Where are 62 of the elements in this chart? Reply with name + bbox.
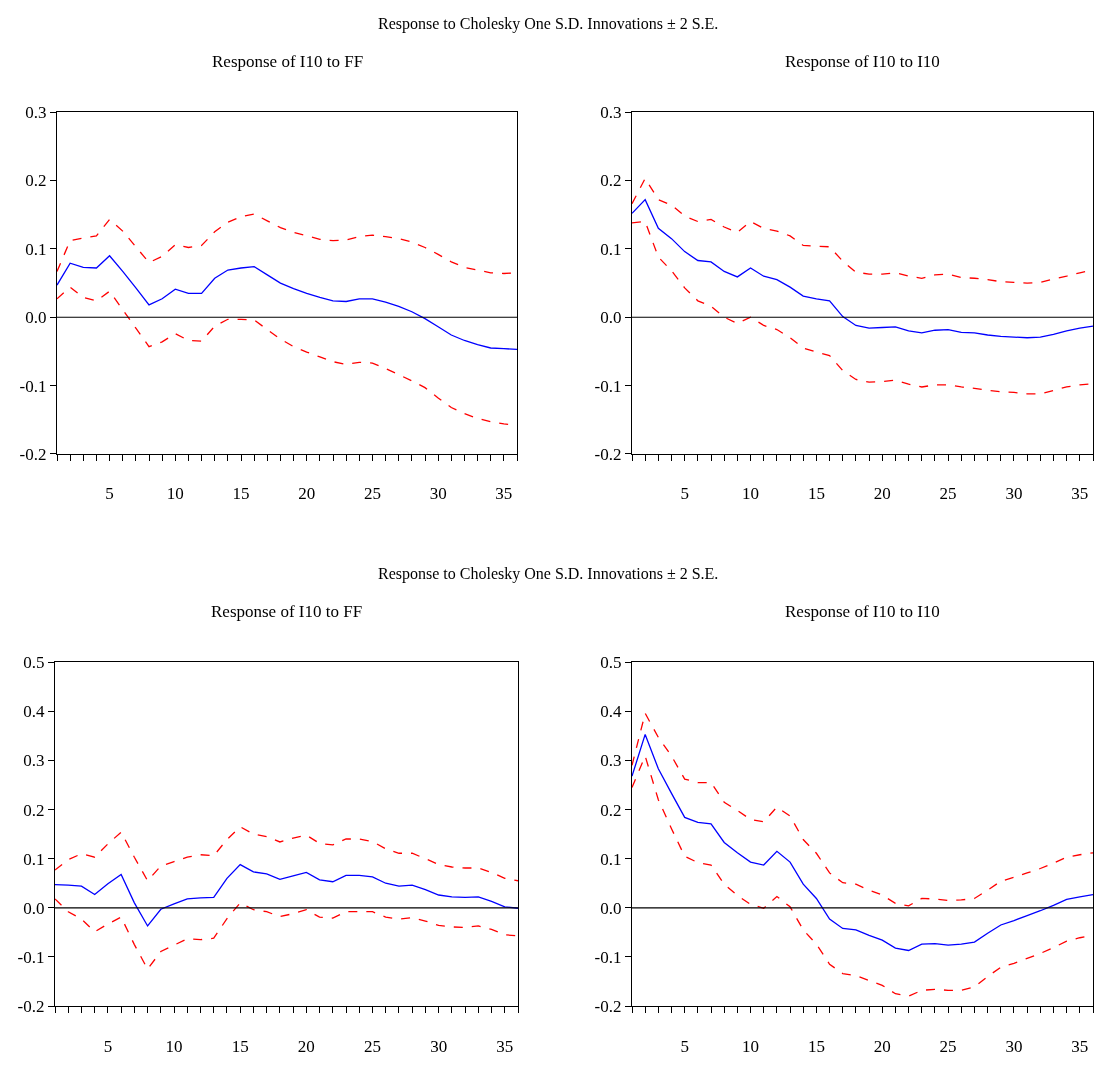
y-tick-label: -0.2 [19, 444, 47, 464]
x-tick-label: 5 [680, 484, 689, 504]
x-tick-label: 35 [496, 1036, 514, 1056]
y-tick-label: 0.3 [600, 751, 622, 771]
y-tick-label: 0.1 [600, 849, 622, 869]
x-tick-label: 10 [166, 484, 184, 504]
x-tick-label: 30 [1005, 484, 1023, 504]
y-tick-label: -0.1 [594, 376, 622, 396]
chart-title: Response of I10 to I10 [785, 52, 940, 71]
text: Response to Cholesky One S.D. Innovations ± 2 S.E. [378, 15, 719, 33]
x-tick-label: 10 [742, 484, 760, 504]
x-tick-label: 15 [231, 1036, 249, 1056]
y-tick-label: 0.3 [600, 103, 622, 123]
y-tick-label: 0.4 [23, 702, 45, 722]
x-tick-label: 25 [939, 1036, 957, 1056]
y-tick-label: 0.0 [600, 308, 622, 328]
x-tick-label: 10 [165, 1036, 183, 1056]
x-tick-label: 15 [807, 1036, 825, 1056]
y-tick-label: 0.5 [600, 653, 622, 673]
x-tick-label: 35 [1071, 484, 1089, 504]
y-tick-label: 0.0 [25, 308, 47, 328]
y-tick-label: 0.5 [23, 653, 45, 673]
x-tick-label: 30 [1005, 1036, 1023, 1056]
x-tick-label: 10 [742, 1036, 760, 1056]
x-tick-label: 20 [873, 484, 891, 504]
x-tick-label: 5 [105, 484, 114, 504]
x-tick-label: 35 [1071, 1036, 1089, 1056]
x-tick-label: 30 [430, 1036, 448, 1056]
chart-title: Response of I10 to FF [212, 52, 364, 71]
y-tick-label: 0.2 [25, 171, 47, 191]
y-tick-label: -0.2 [17, 996, 45, 1016]
y-tick-label: -0.2 [594, 996, 622, 1016]
x-tick-label: 25 [363, 484, 381, 504]
x-tick-label: 5 [103, 1036, 113, 1056]
y-tick-label: 0.2 [600, 171, 622, 191]
x-tick-label: 20 [297, 1036, 315, 1056]
y-tick-label: 0.3 [25, 103, 47, 123]
x-tick-label: 25 [363, 1036, 381, 1056]
y-tick-label: 0.2 [23, 800, 45, 820]
chart-title: Response of I10 to I10 [785, 602, 940, 621]
y-tick-label: 0.0 [23, 898, 45, 918]
x-tick-label: 30 [429, 484, 447, 504]
y-tick-label: 0.1 [600, 239, 622, 259]
y-tick-label: 0.1 [25, 239, 47, 259]
x-tick-label: 15 [232, 484, 250, 504]
y-tick-label: 0.1 [23, 849, 45, 869]
y-tick-label: -0.1 [594, 947, 622, 967]
x-tick-label: 15 [807, 484, 825, 504]
text: Response to Cholesky One S.D. Innovations ± 2 S.E. [378, 565, 719, 583]
y-tick-label: -0.1 [19, 376, 47, 396]
x-tick-label: 35 [495, 484, 513, 504]
x-tick-label: 5 [680, 1036, 689, 1056]
y-tick-label: 0.2 [600, 800, 622, 820]
y-tick-label: 0.0 [600, 898, 622, 918]
x-tick-label: 20 [873, 1036, 891, 1056]
y-tick-label: 0.4 [600, 702, 622, 722]
y-tick-label: -0.1 [17, 947, 45, 967]
chart-title: Response of I10 to FF [211, 602, 363, 621]
x-tick-label: 20 [298, 484, 316, 504]
y-tick-label: 0.3 [23, 751, 45, 771]
y-tick-label: -0.2 [594, 444, 622, 464]
x-tick-label: 25 [939, 484, 957, 504]
